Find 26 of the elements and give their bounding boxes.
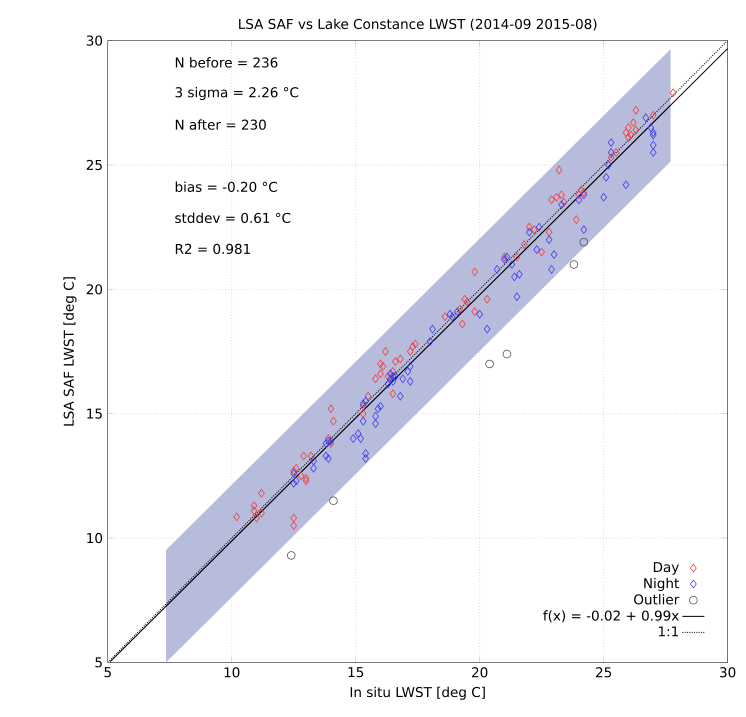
y-axis-title: LSA SAF LWST [deg C] [63, 277, 76, 426]
y-tick-label: 10 [87, 533, 102, 544]
y-tick-label: 15 [87, 408, 102, 419]
annotation: 3 sigma = 2.26 °C [176, 87, 298, 100]
chart-title: LSA SAF vs Lake Constance LWST (2014-09 2015-08) [239, 18, 596, 31]
y-tick-label: 20 [86, 284, 102, 295]
x-tick-label: 25 [596, 667, 612, 678]
x-tick-label: 20 [472, 667, 488, 678]
annotation: bias = -0.20 °C [176, 182, 277, 192]
y-tick-label: 5 [95, 658, 102, 668]
annotation: N after = 230 [176, 120, 266, 130]
legend-label: 1:1 [658, 626, 678, 637]
legend-label: f(x) = -0.02 + 0.99x [543, 610, 679, 623]
legend-label: Day [654, 562, 679, 576]
y-tick-label: 30 [86, 36, 102, 46]
x-tick-label: 5 [104, 667, 111, 678]
legend-label: Night [644, 578, 679, 592]
x-tick-label: 15 [348, 667, 364, 678]
x-tick-label: 30 [720, 667, 736, 678]
annotation: stddev = 0.61 °C [175, 212, 290, 224]
annotation: R2 = 0.981 [176, 244, 250, 254]
y-tick-label: 25 [86, 160, 102, 170]
annotation: N before = 236 [176, 57, 278, 68]
x-axis-title: In situ LWST [deg C] [350, 686, 485, 700]
x-tick-label: 10 [224, 667, 240, 678]
legend-label: Outlier [634, 594, 680, 605]
